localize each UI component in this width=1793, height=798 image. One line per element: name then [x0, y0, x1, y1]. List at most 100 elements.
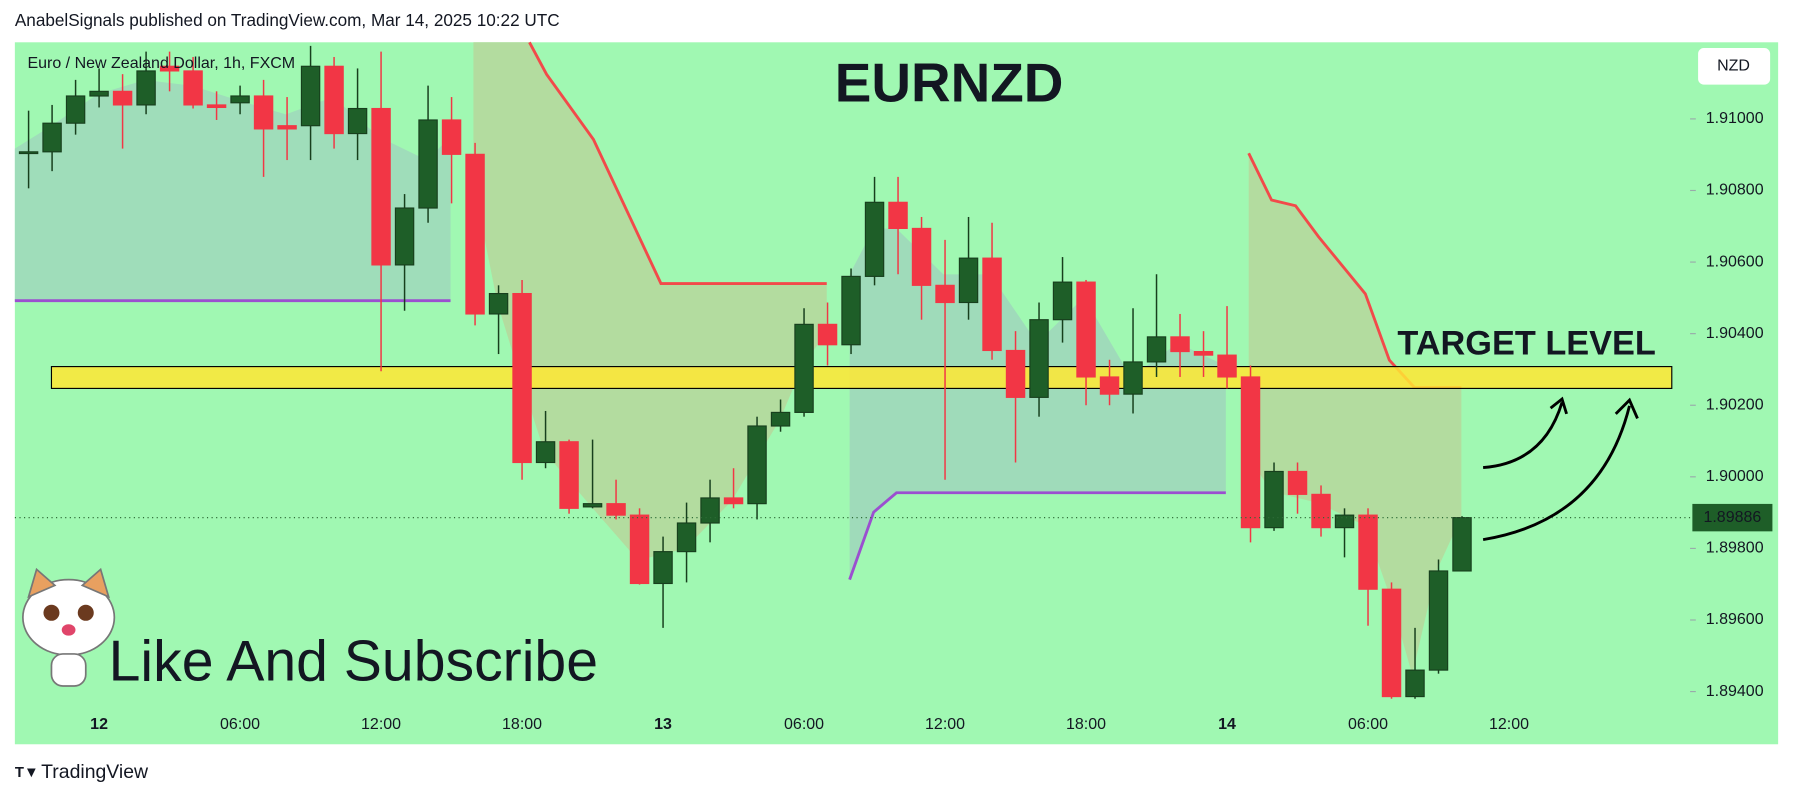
candle-body: [65, 95, 86, 124]
brand-logo: T▼: [15, 765, 39, 781]
candle-body: [747, 425, 767, 505]
candle-body: [136, 70, 156, 106]
candle-body: [253, 95, 274, 130]
candle-body: [770, 411, 791, 427]
y-tick-label: 1.91000: [1706, 110, 1764, 127]
mascot: [22, 567, 116, 687]
candle-body: [183, 70, 203, 106]
y-tick-label: 1.90600: [1706, 253, 1764, 270]
chart-title: EURNZD: [835, 51, 1064, 113]
candle-body: [1029, 319, 1049, 398]
candle-body: [535, 441, 556, 464]
candle-body: [700, 497, 720, 524]
annotation: TARGET LEVEL: [1397, 324, 1656, 362]
candle-body: [1287, 470, 1308, 495]
candle-body: [300, 65, 321, 127]
x-tick-label: 12:00: [1489, 716, 1529, 733]
currency-box[interactable]: [1698, 48, 1771, 85]
indicator-line: [528, 41, 827, 285]
arrow: [1482, 405, 1631, 542]
candle-body: [18, 151, 39, 155]
last-price-label: 1.89886: [1703, 509, 1761, 526]
candle-body: [89, 90, 109, 97]
candle-body: [1405, 669, 1425, 698]
candle-body: [1123, 361, 1143, 395]
candle-body: [1099, 376, 1120, 395]
x-tick-label: 06:00: [1348, 716, 1388, 733]
candle-body: [465, 153, 485, 315]
candle-body: [277, 125, 297, 130]
x-tick-label: 14: [1218, 716, 1236, 733]
candle-body: [347, 107, 368, 135]
candle-body: [582, 503, 603, 508]
currency-label[interactable]: NZD: [1717, 58, 1750, 75]
candle-body: [206, 104, 227, 109]
candle-body: [1452, 517, 1472, 572]
candle-body: [982, 257, 1002, 352]
indicator-fill: [473, 42, 827, 561]
y-tick-label: 1.90400: [1706, 325, 1764, 342]
x-tick-label: 12:00: [361, 716, 401, 733]
candle-body: [1264, 470, 1284, 529]
candle-body: [606, 503, 626, 516]
candle-body: [394, 207, 415, 266]
y-tick-label: 1.89800: [1706, 540, 1764, 557]
caption: Like And Subscribe: [109, 629, 598, 693]
target-zone: [50, 366, 1673, 389]
header: AnabelSignals published on TradingView.c…: [15, 10, 560, 30]
x-tick-label: 12:00: [925, 716, 965, 733]
candle-body: [1428, 570, 1449, 671]
candle-body: [1381, 588, 1402, 698]
candle-body: [676, 522, 697, 553]
candle-body: [888, 201, 908, 229]
candle-body: [230, 95, 250, 104]
indicator-fill: [1248, 153, 1462, 675]
arrow-head: [1549, 396, 1568, 415]
candle-body: [653, 551, 673, 585]
y-tick-label: 1.90800: [1706, 182, 1764, 199]
y-tick-label: 1.89600: [1706, 611, 1764, 628]
arrow: [1483, 402, 1564, 470]
candle-body: [1240, 376, 1261, 529]
x-tick-label: 18:00: [502, 716, 542, 733]
candle-body: [935, 284, 955, 304]
candle-body: [441, 119, 462, 155]
candle-body: [488, 292, 509, 315]
candle-body: [958, 257, 979, 304]
candle-body: [324, 65, 344, 135]
x-tick-label: 13: [654, 716, 672, 733]
brand: TradingView: [41, 761, 149, 783]
candle-body: [159, 65, 180, 72]
candle-body: [841, 275, 861, 346]
candle-body: [512, 292, 532, 464]
symbol-label: Euro / New Zealand Dollar, 1h, FXCM: [27, 55, 295, 72]
candle-body: [42, 122, 62, 153]
x-tick-label: 06:00: [784, 716, 824, 733]
candle-body: [817, 323, 838, 346]
y-tick-label: 1.90200: [1706, 396, 1764, 413]
candle-body: [1217, 354, 1237, 378]
candle-body: [1311, 493, 1331, 529]
candle-body: [112, 90, 133, 106]
candle-body: [1358, 514, 1378, 590]
indicator-fill: [14, 80, 451, 301]
y-tick-label: 1.89400: [1706, 683, 1764, 700]
candle-body: [794, 323, 814, 413]
candle-body: [1146, 336, 1167, 363]
last-price-box: [1692, 503, 1773, 532]
candle-body: [1005, 349, 1026, 398]
candle-body: [1052, 281, 1073, 321]
candle-body: [1193, 350, 1214, 356]
arrow: [1614, 397, 1639, 420]
candle-body: [629, 514, 650, 585]
indicator-line: [848, 491, 1226, 581]
candle-body: [1076, 281, 1096, 378]
candle-body: [864, 201, 885, 277]
y-tick-label: 1.90000: [1706, 468, 1764, 485]
candle-body: [911, 227, 932, 286]
x-tick-label: 18:00: [1066, 716, 1106, 733]
candle-body: [559, 441, 579, 509]
candle-body: [723, 497, 744, 505]
